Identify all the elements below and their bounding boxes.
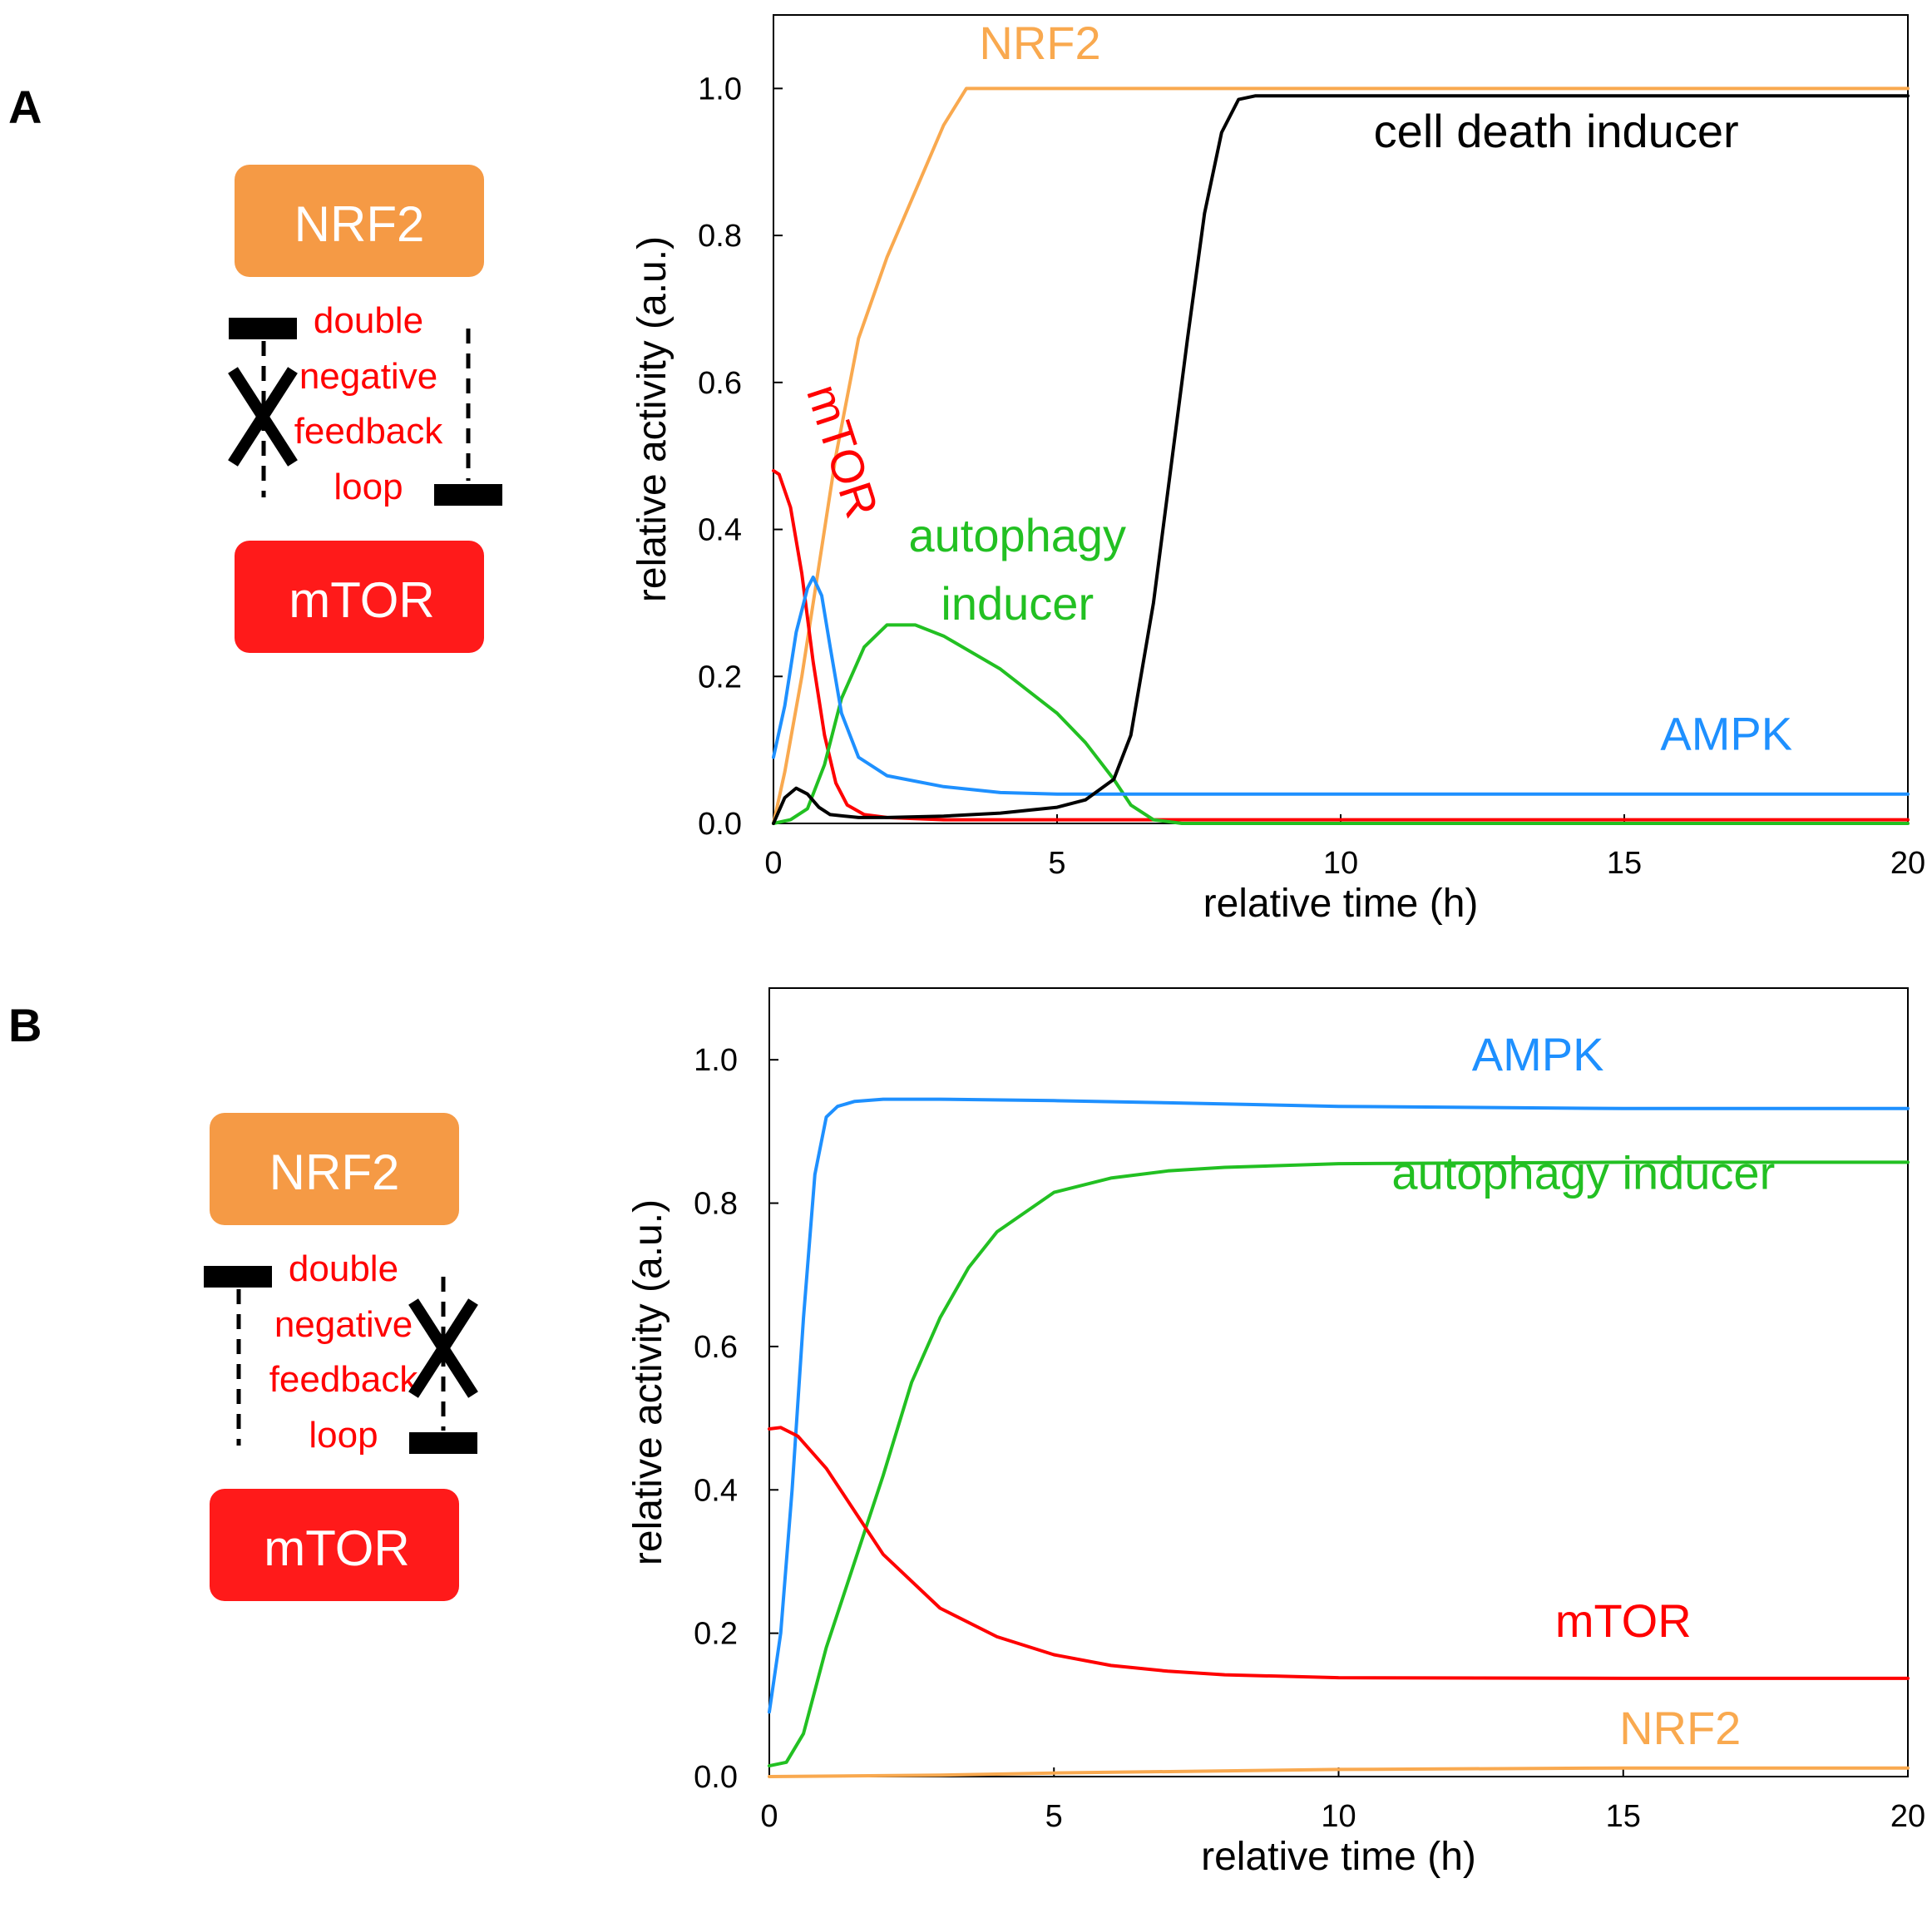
loop-text-line-4: loop xyxy=(309,1415,378,1456)
panel-a: A NRF2 mTOR double negative feedback loo… xyxy=(8,14,1925,926)
x-axis-title: relative time (h) xyxy=(1203,882,1479,926)
series-label-mtor: mTOR xyxy=(1555,1594,1692,1647)
inhibition-bar-left xyxy=(204,1266,272,1288)
x-tick-label: 10 xyxy=(1321,1799,1356,1834)
loop-text-line-2: negative xyxy=(274,1304,413,1345)
loop-text-line-2: negative xyxy=(299,356,437,397)
series-line-cell-death-inducer xyxy=(772,94,1910,825)
series-line-ampk xyxy=(768,1097,1910,1714)
series-label-ampk: AMPK xyxy=(1472,1028,1604,1080)
loop-text-line-1: double xyxy=(289,1248,398,1289)
series-label-mtor: mTOR xyxy=(797,378,889,524)
x-tick-label: 15 xyxy=(1606,1799,1641,1834)
nrf2-box-label: NRF2 xyxy=(294,196,425,252)
y-tick-label: 0.2 xyxy=(694,1617,738,1652)
x-tick-label: 20 xyxy=(1890,1799,1925,1834)
panel-b: B NRF2 mTOR double negative feedback loo… xyxy=(8,987,1925,1879)
y-tick-label: 1.0 xyxy=(698,72,742,106)
y-tick-label: 0.6 xyxy=(694,1330,738,1365)
series-line-autophagy-inducer xyxy=(768,1160,1910,1768)
series-label-autophagy-inducer: autophagy inducer xyxy=(908,509,1126,630)
inhibition-bar-right xyxy=(434,484,502,506)
mtor-box xyxy=(235,541,484,653)
y-tick-label: 0.8 xyxy=(694,1187,738,1222)
nrf2-box-label: NRF2 xyxy=(269,1144,400,1200)
loop-text-line-3: feedback xyxy=(294,411,444,452)
chart-a: 0.0 0.2 0.4 0.6 0.8 1.0 0 5 10 15 20 relative time … xyxy=(630,14,1925,926)
y-tick-label: 0.0 xyxy=(694,1760,738,1795)
y-tick-label: 1.0 xyxy=(694,1043,738,1078)
series-line-mtor xyxy=(772,468,1910,822)
loop-text-line-1: double xyxy=(314,300,423,341)
x-tick-label: 20 xyxy=(1890,846,1925,881)
chart-b: 0.0 0.2 0.4 0.6 0.8 1.0 0 5 10 15 20 relative time … xyxy=(626,987,1925,1879)
y-tick-label: 0.4 xyxy=(698,513,742,548)
mtor-box-label: mTOR xyxy=(264,1520,410,1576)
y-tick-label: 0.8 xyxy=(698,219,742,254)
block-cross-icon xyxy=(228,367,298,467)
series-label-autophagy-inducer: autophagy inducer xyxy=(1391,1146,1775,1199)
y-tick-label: 0.6 xyxy=(698,366,742,401)
loop-text-line-4: loop xyxy=(334,467,403,507)
block-cross-icon xyxy=(408,1298,478,1398)
mtor-box-label: mTOR xyxy=(289,572,435,628)
panel-b-letter: B xyxy=(8,999,42,1051)
series-line-nrf2 xyxy=(772,87,1910,825)
inhibition-bar-right xyxy=(409,1432,477,1454)
series-label-ampk: AMPK xyxy=(1660,708,1792,760)
y-tick-label: 0.0 xyxy=(698,807,742,842)
series-label-nrf2: NRF2 xyxy=(979,17,1100,69)
x-tick-label: 10 xyxy=(1323,846,1358,881)
loop-text-line-3: feedback xyxy=(269,1359,419,1400)
y-tick-label: 0.4 xyxy=(694,1473,738,1508)
panel-b-diagram: NRF2 mTOR double negative feedback loop xyxy=(204,1113,478,1601)
x-tick-label: 0 xyxy=(764,846,782,881)
x-tick-label: 5 xyxy=(1048,846,1065,881)
series-line-nrf2 xyxy=(768,1766,1910,1778)
series-label-nrf2: NRF2 xyxy=(1619,1702,1741,1754)
series-line-mtor xyxy=(768,1426,1910,1680)
y-axis-title: relative activity (a.u.) xyxy=(630,236,674,602)
series-label-cell-death-inducer: cell death inducer xyxy=(1374,105,1739,157)
panel-a-diagram: NRF2 mTOR double negative feedback loop xyxy=(228,165,502,653)
y-axis-title: relative activity (a.u.) xyxy=(626,1199,670,1565)
inhibition-bar-left xyxy=(229,318,297,339)
nrf2-box xyxy=(210,1113,459,1225)
series-line-ampk xyxy=(772,576,1910,796)
panel-a-letter: A xyxy=(8,81,42,133)
mtor-box xyxy=(210,1489,459,1601)
x-tick-label: 5 xyxy=(1045,1799,1063,1834)
series-line-autophagy-inducer xyxy=(772,623,1910,825)
y-tick-label: 0.2 xyxy=(698,660,742,694)
nrf2-box xyxy=(235,165,484,277)
x-tick-label: 15 xyxy=(1607,846,1642,881)
x-axis-title: relative time (h) xyxy=(1201,1835,1476,1879)
x-tick-label: 0 xyxy=(760,1799,778,1834)
